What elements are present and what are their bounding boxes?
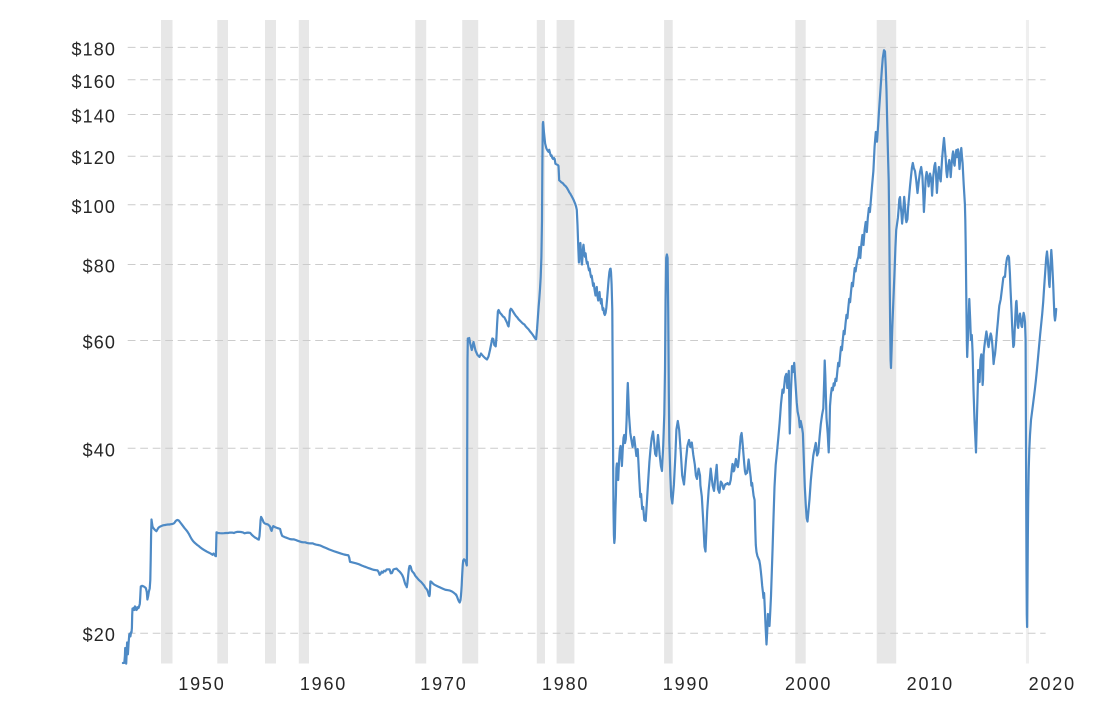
- svg-text:1990: 1990: [663, 674, 710, 694]
- svg-text:$60: $60: [83, 333, 116, 353]
- svg-text:1950: 1950: [178, 674, 225, 694]
- svg-text:$160: $160: [72, 72, 116, 92]
- svg-text:1960: 1960: [300, 674, 347, 694]
- svg-text:$80: $80: [83, 257, 116, 277]
- svg-text:1980: 1980: [542, 674, 589, 694]
- svg-text:$100: $100: [72, 197, 116, 217]
- svg-text:2010: 2010: [907, 674, 954, 694]
- svg-text:2000: 2000: [785, 674, 832, 694]
- svg-text:$120: $120: [72, 148, 116, 168]
- svg-text:$180: $180: [72, 39, 116, 59]
- svg-text:$20: $20: [83, 625, 116, 645]
- svg-text:1970: 1970: [420, 674, 467, 694]
- svg-text:$40: $40: [83, 440, 116, 460]
- svg-text:$140: $140: [72, 107, 116, 127]
- svg-text:2020: 2020: [1029, 674, 1076, 694]
